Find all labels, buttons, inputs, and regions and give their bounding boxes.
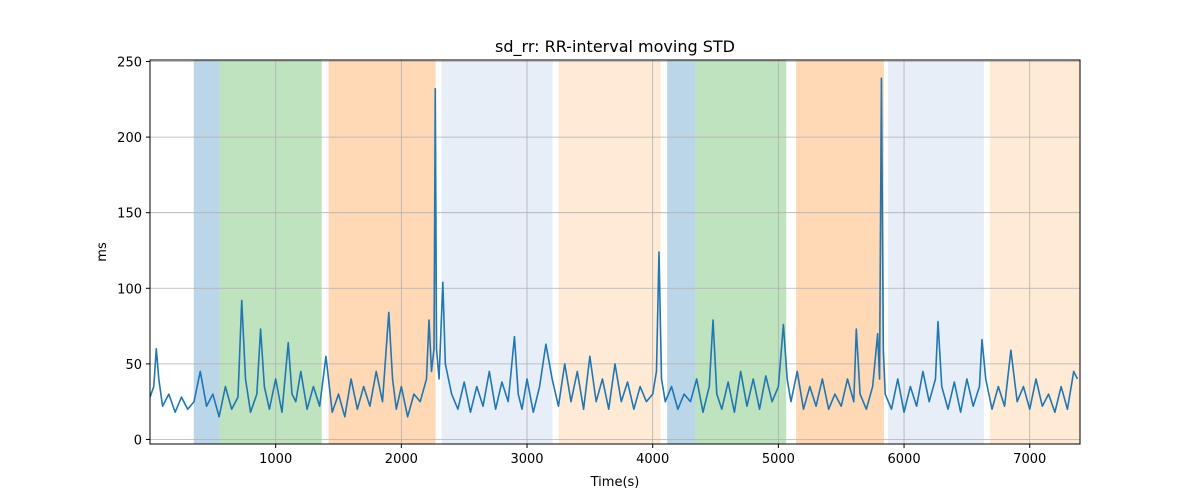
y-tick-label: 150 xyxy=(117,207,142,222)
plot-frame xyxy=(149,59,1081,445)
y-tick-label: 250 xyxy=(117,56,142,71)
shaded-span xyxy=(796,60,884,444)
x-tick-label: 5000 xyxy=(762,452,795,467)
x-tick-label: 6000 xyxy=(888,452,921,467)
x-tick-label: 1000 xyxy=(259,452,292,467)
y-tick-label: 0 xyxy=(134,433,142,448)
shaded-span xyxy=(219,60,322,444)
x-tick-label: 4000 xyxy=(636,452,669,467)
shaded-span xyxy=(328,60,436,444)
x-axis-label: Time(s) xyxy=(590,475,640,490)
y-tick-label: 100 xyxy=(117,282,142,297)
chart-title: sd_rr: RR-interval moving STD xyxy=(495,37,735,57)
x-tick-label: 7000 xyxy=(1013,452,1046,467)
data-line xyxy=(150,77,1079,418)
shaded-span xyxy=(887,60,984,444)
x-tick-label: 2000 xyxy=(385,452,418,467)
x-tick-label: 3000 xyxy=(510,452,543,467)
y-tick-label: 50 xyxy=(125,358,142,373)
y-tick-label: 200 xyxy=(117,131,142,146)
shaded-span xyxy=(989,60,1080,444)
shaded-span xyxy=(667,60,696,444)
y-axis-label: ms xyxy=(95,242,110,262)
shaded-span xyxy=(441,60,553,444)
